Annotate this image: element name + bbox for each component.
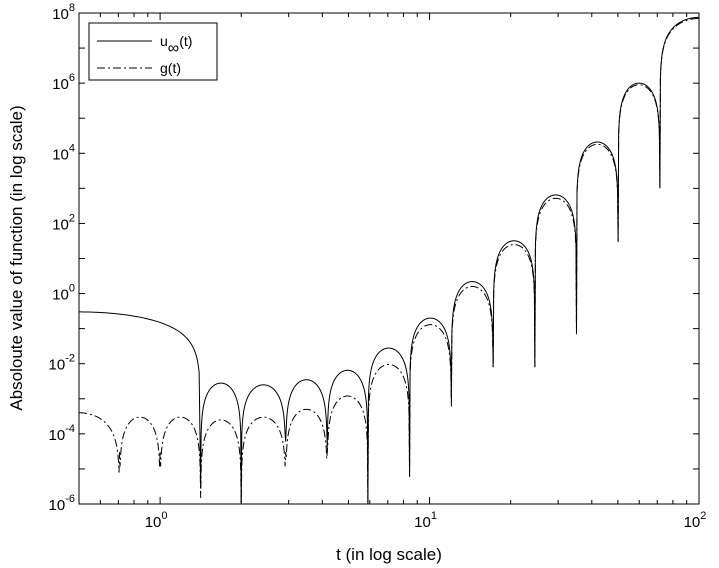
series-line-2 [79, 17, 700, 505]
y-tick-label: 10-4 [49, 423, 75, 444]
y-tick-label: 10-6 [49, 493, 75, 514]
y-tick-label: 100 [52, 283, 75, 304]
x-axis-title: t (in log scale) [336, 545, 442, 564]
x-tick-label: 102 [684, 510, 707, 531]
y-tick-label: 104 [52, 142, 75, 163]
y-tick-label: 10-2 [49, 353, 75, 374]
y-tick-label: 102 [52, 212, 75, 233]
y-tick-label: 106 [52, 72, 75, 93]
series-line-1 [79, 16, 699, 505]
legend: u∞(t) g(t) [88, 22, 218, 81]
x-tick-label: 101 [414, 510, 437, 531]
y-tick-label: 108 [52, 2, 75, 23]
plot-area-frame [78, 12, 700, 505]
axis-ticks [78, 12, 700, 505]
legend-label-series-1: u∞(t) [160, 33, 192, 57]
legend-box [88, 22, 218, 81]
legend-label-series-2: g(t) [160, 60, 181, 76]
series-lines [79, 16, 700, 505]
y-axis-title: Absoloute value of function (in log scal… [7, 105, 26, 410]
axis-tick-labels: 100 101 102 108 106 104 102 100 10-2 10-4 10-6 [49, 2, 707, 531]
x-tick-label: 100 [145, 510, 168, 531]
